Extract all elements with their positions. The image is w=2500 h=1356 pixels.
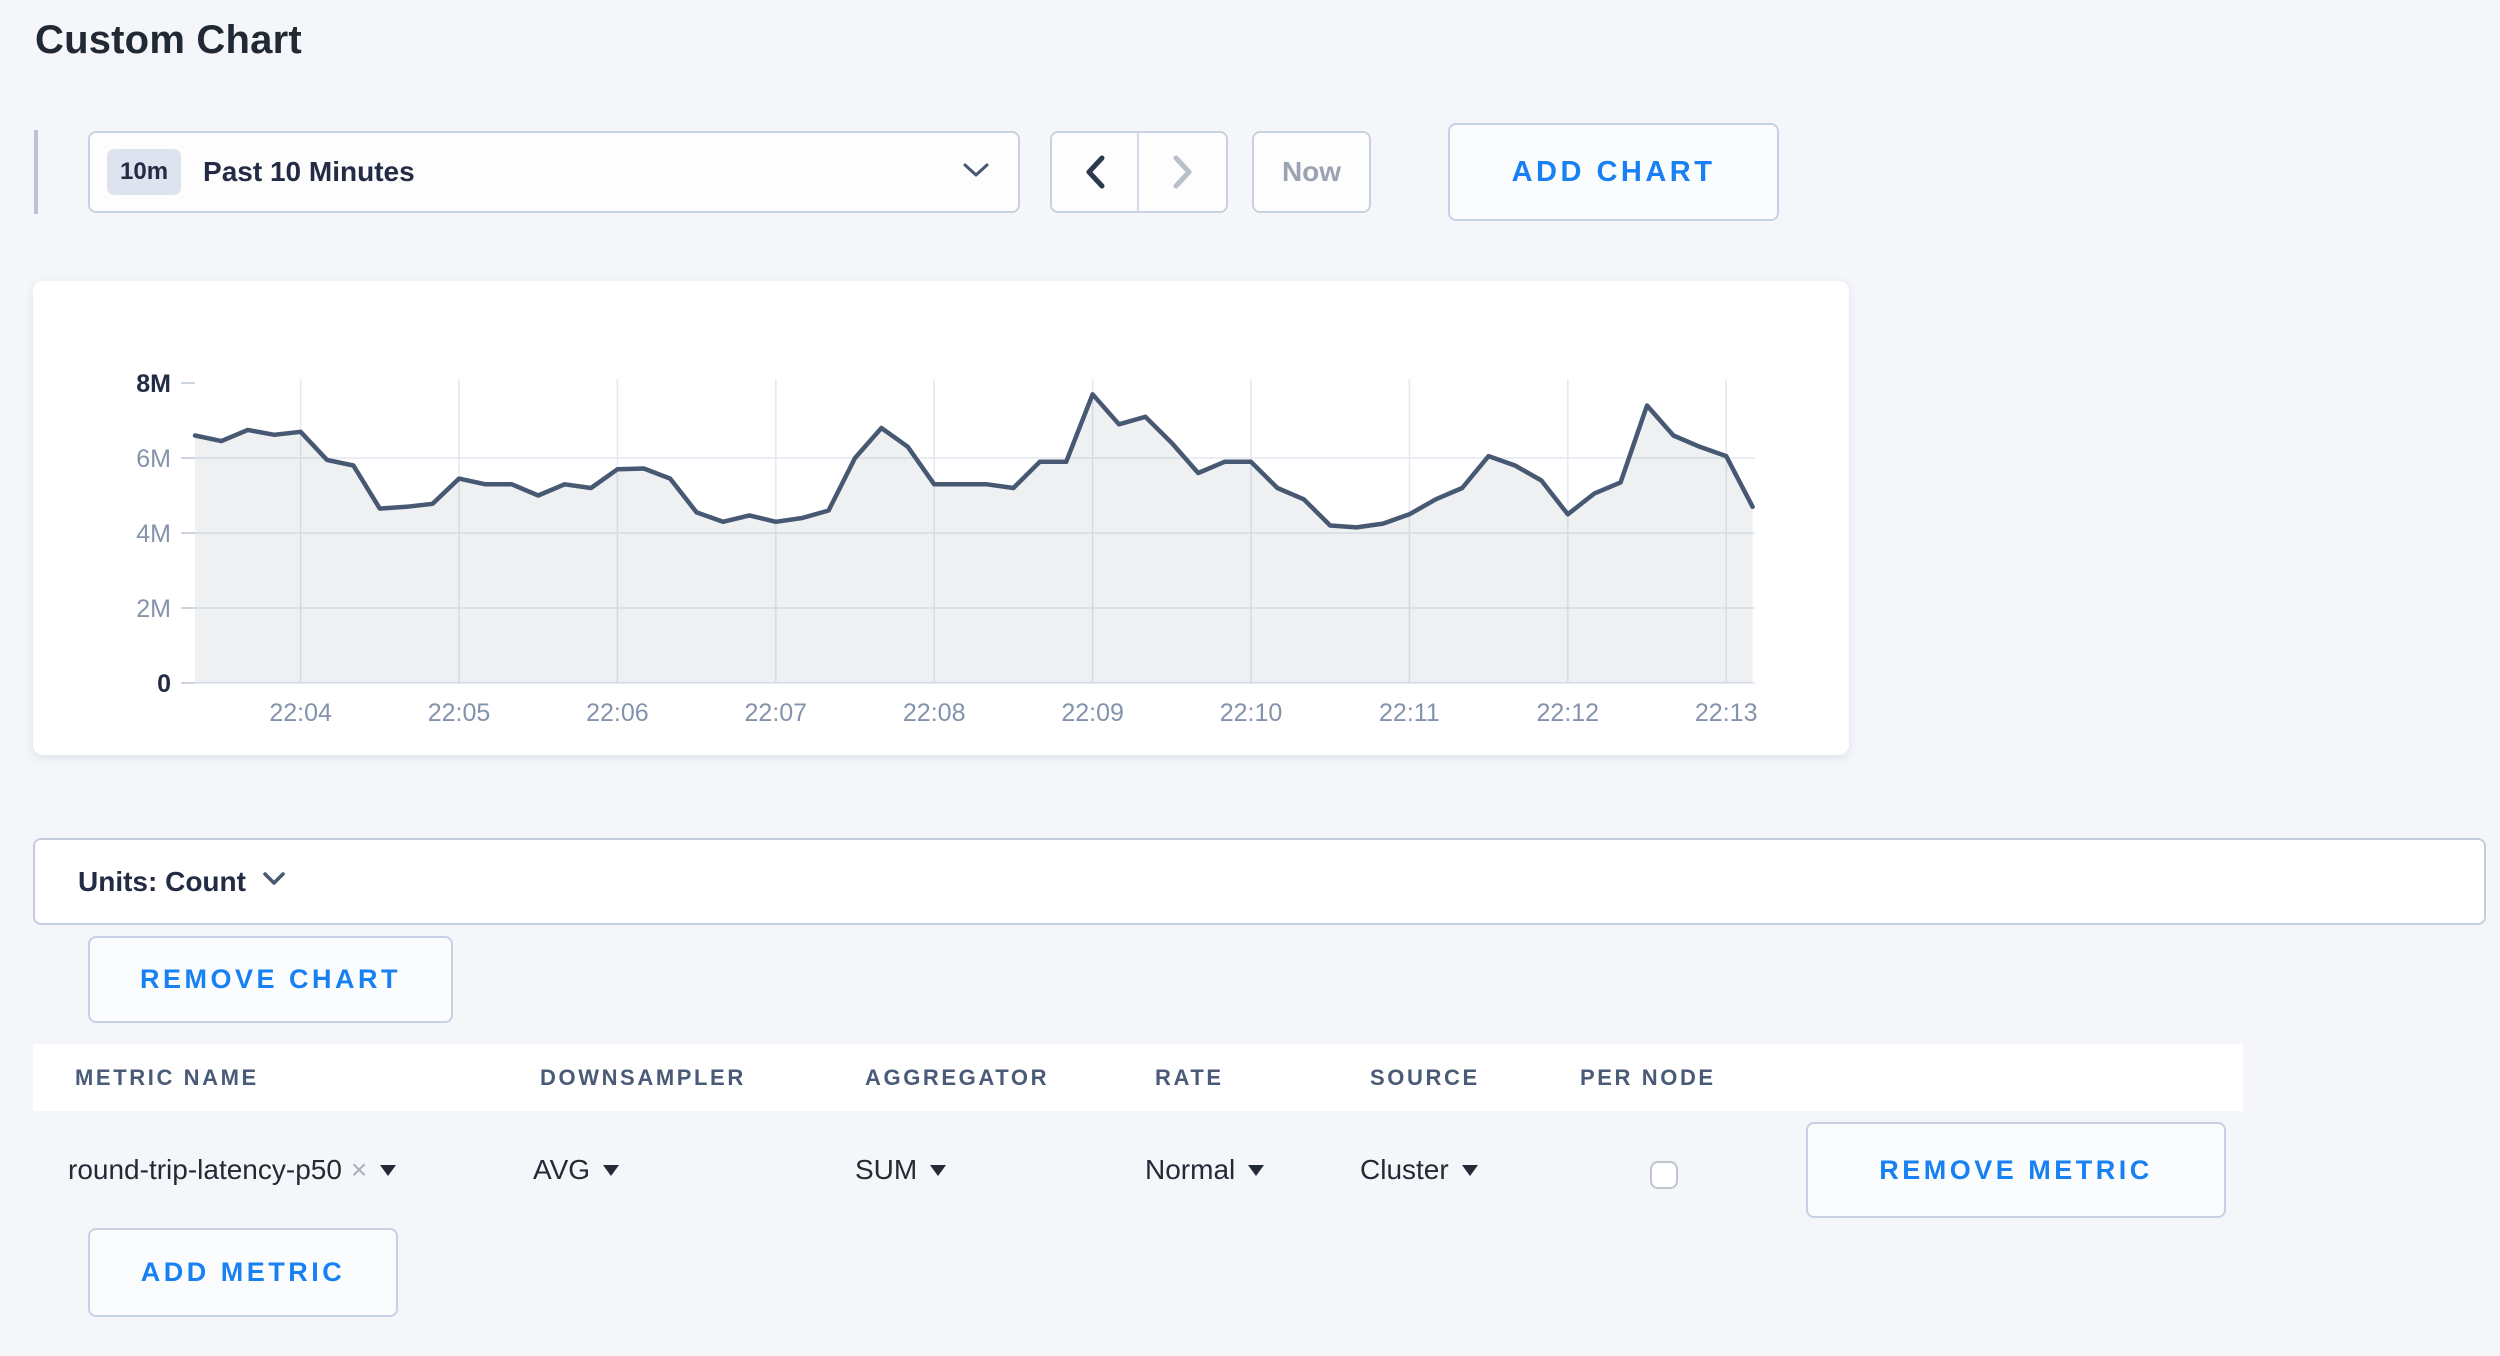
svg-text:22:13: 22:13 bbox=[1695, 699, 1758, 727]
caret-down-icon bbox=[1461, 1164, 1478, 1176]
chevron-left-icon bbox=[1086, 155, 1104, 189]
aggregator-value: SUM bbox=[855, 1154, 918, 1185]
svg-text:2M: 2M bbox=[136, 595, 171, 623]
now-button[interactable]: Now bbox=[1252, 131, 1371, 213]
svg-text:22:11: 22:11 bbox=[1379, 699, 1440, 727]
chevron-down-icon bbox=[962, 161, 990, 184]
svg-text:22:06: 22:06 bbox=[586, 699, 649, 727]
column-header-source: SOURCE bbox=[1370, 1064, 1480, 1090]
chevron-down-icon bbox=[262, 871, 286, 892]
svg-text:6M: 6M bbox=[136, 445, 171, 473]
per-node-checkbox[interactable] bbox=[1650, 1161, 1678, 1189]
downsampler-value: AVG bbox=[533, 1154, 591, 1185]
time-window-badge: 10m bbox=[107, 149, 182, 195]
svg-text:22:08: 22:08 bbox=[903, 699, 966, 727]
column-header-aggregator: AGGREGATOR bbox=[865, 1064, 1050, 1090]
caret-down-icon bbox=[603, 1164, 620, 1176]
custom-chart-plot[interactable]: 0 2M 4M 6M 8M 22:04 22:05 22:06 22:07 22:08 22:09 2… bbox=[33, 281, 1849, 755]
remove-tag-icon[interactable]: × bbox=[350, 1154, 368, 1185]
previous-timespan-button[interactable] bbox=[1052, 133, 1139, 211]
remove-chart-button[interactable]: REMOVE CHART bbox=[88, 936, 453, 1023]
toolbar-accent-rule bbox=[34, 130, 38, 214]
column-header-per-node: PER NODE bbox=[1580, 1064, 1716, 1090]
svg-text:4M: 4M bbox=[136, 520, 171, 548]
units-dropdown[interactable]: Units: Count bbox=[33, 838, 2486, 925]
source-select[interactable]: Cluster bbox=[1360, 1140, 1478, 1200]
svg-text:22:07: 22:07 bbox=[745, 699, 808, 727]
units-label: Units: Count bbox=[78, 865, 246, 897]
column-header-metric-name: METRIC NAME bbox=[75, 1064, 259, 1090]
caret-down-icon bbox=[1248, 1164, 1265, 1176]
column-header-downsampler: DOWNSAMPLER bbox=[540, 1064, 746, 1090]
svg-text:22:10: 22:10 bbox=[1220, 699, 1283, 727]
next-timespan-button[interactable] bbox=[1139, 133, 1226, 211]
remove-metric-button[interactable]: REMOVE METRIC bbox=[1806, 1122, 2226, 1218]
svg-text:22:12: 22:12 bbox=[1537, 699, 1600, 727]
downsampler-select[interactable]: AVG bbox=[533, 1140, 620, 1200]
add-metric-button[interactable]: ADD METRIC bbox=[88, 1228, 398, 1317]
chart-card: 0 2M 4M 6M 8M 22:04 22:05 22:06 22:07 22:08 22:09 2… bbox=[33, 281, 1849, 755]
caret-down-icon bbox=[930, 1164, 947, 1176]
source-value: Cluster bbox=[1360, 1154, 1449, 1185]
svg-text:22:04: 22:04 bbox=[269, 699, 332, 727]
svg-text:22:09: 22:09 bbox=[1061, 699, 1124, 727]
svg-text:22:05: 22:05 bbox=[428, 699, 491, 727]
time-nav-group bbox=[1050, 131, 1228, 213]
time-window-dropdown[interactable]: 10m Past 10 Minutes bbox=[88, 131, 1020, 213]
add-chart-button[interactable]: ADD CHART bbox=[1448, 123, 1779, 221]
metric-name-value: round-trip-latency-p50 bbox=[68, 1154, 342, 1185]
column-header-rate: RATE bbox=[1155, 1064, 1224, 1090]
rate-value: Normal bbox=[1145, 1154, 1236, 1185]
caret-down-icon bbox=[380, 1164, 397, 1176]
svg-text:8M: 8M bbox=[136, 370, 171, 398]
rate-select[interactable]: Normal bbox=[1145, 1140, 1265, 1200]
chevron-right-icon bbox=[1173, 155, 1191, 189]
svg-text:0: 0 bbox=[157, 670, 171, 698]
metrics-table-header: METRIC NAME DOWNSAMPLER AGGREGATOR RATE … bbox=[33, 1044, 2243, 1111]
aggregator-select[interactable]: SUM bbox=[855, 1140, 947, 1200]
time-window-label: Past 10 Minutes bbox=[203, 156, 415, 187]
page-title: Custom Chart bbox=[35, 18, 302, 62]
metric-name-select[interactable]: round-trip-latency-p50 × bbox=[68, 1140, 397, 1200]
